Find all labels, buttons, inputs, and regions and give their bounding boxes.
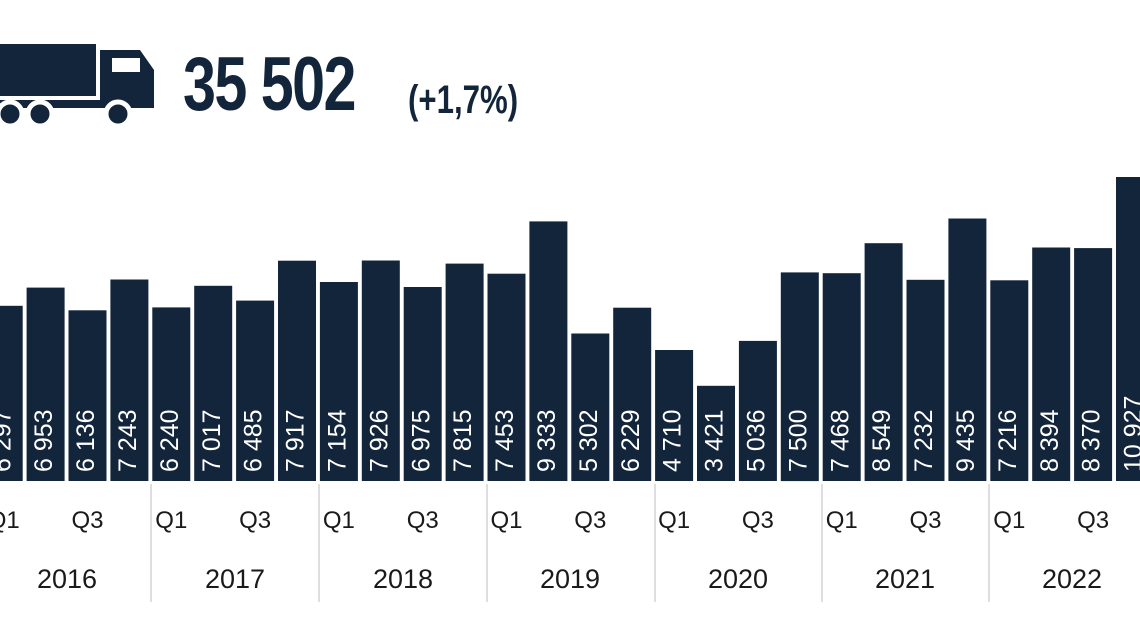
- bar-value-label: 5 302: [575, 409, 603, 472]
- bar: [110, 279, 149, 481]
- quarter-tick-label: Q1: [658, 507, 690, 534]
- bar-value-label: 4 710: [659, 409, 687, 472]
- bar-value-label: 6 485: [240, 409, 268, 472]
- year-label: 2018: [373, 564, 433, 594]
- bar-value-label: 6 953: [30, 409, 58, 472]
- bar: [906, 279, 945, 481]
- bar: [529, 221, 568, 481]
- bar: [738, 340, 777, 481]
- year-label: 2022: [1042, 564, 1102, 594]
- quarter-tick-label: Q3: [909, 507, 941, 534]
- bar: [0, 305, 23, 481]
- bar-value-label: 6 229: [617, 409, 645, 472]
- year-label: 2019: [540, 564, 600, 594]
- quarter-tick-label: Q3: [574, 507, 606, 534]
- bar-value-label: 7 243: [114, 409, 142, 472]
- quarter-tick-label: Q1: [0, 507, 20, 534]
- quarter-tick-label: Q1: [155, 507, 187, 534]
- headline-total: 35 502: [183, 42, 357, 127]
- bar: [780, 272, 819, 482]
- bar: [948, 218, 987, 481]
- year-label: 2017: [205, 564, 265, 594]
- bar-value-label: 7 017: [198, 409, 226, 472]
- bar-value-label: 8 370: [1078, 409, 1106, 472]
- quarter-tick-label: Q3: [239, 507, 271, 534]
- bar-value-label: 7 453: [491, 409, 519, 472]
- bar-value-label: 6 240: [156, 409, 184, 472]
- bar: [990, 280, 1029, 481]
- bar: [822, 273, 861, 481]
- bar-value-label: 7 468: [826, 409, 854, 472]
- bar: [487, 273, 526, 481]
- quarter-tick-label: Q3: [742, 507, 774, 534]
- bar-value-label: 8 394: [1036, 409, 1064, 472]
- truck-icon: [0, 44, 154, 129]
- bar: [236, 300, 275, 481]
- bar: [68, 310, 107, 481]
- headline-change: (+1,7%): [408, 78, 519, 122]
- bar: [864, 243, 903, 481]
- bar: [194, 285, 233, 481]
- bar: [1074, 248, 1113, 481]
- bar: [1116, 177, 1140, 481]
- bar-value-label: 7 917: [282, 409, 310, 472]
- bar-value-label: 7 815: [449, 409, 477, 472]
- bar: [278, 260, 316, 481]
- bar: [697, 385, 735, 481]
- bar-value-label: 9 435: [952, 409, 980, 472]
- quarter-tick-label: Q3: [1077, 507, 1109, 534]
- quarter-tick-label: Q1: [993, 507, 1025, 534]
- bar: [1032, 247, 1071, 481]
- bar: [26, 287, 65, 481]
- quarter-tick-label: Q3: [407, 507, 439, 534]
- bar-value-label: 3 421: [701, 409, 729, 472]
- bar-value-label: 7 926: [365, 409, 393, 472]
- bar-value-label: 6 136: [72, 409, 100, 472]
- bar: [571, 333, 610, 481]
- year-label: 2020: [708, 564, 768, 594]
- bar-value-label: 5 036: [743, 409, 771, 472]
- bar: [152, 307, 191, 481]
- bar: [613, 307, 652, 481]
- year-label: 2016: [37, 564, 97, 594]
- bar-value-label: 7 216: [994, 409, 1022, 472]
- headline: 35 502: [183, 40, 403, 130]
- bar: [319, 282, 358, 481]
- bar-value-label: 7 232: [910, 409, 938, 472]
- year-label: 2021: [875, 564, 935, 594]
- bar-value-label: 6 297: [0, 409, 16, 472]
- quarter-tick-label: Q1: [490, 507, 522, 534]
- bar-value-label: 7 500: [784, 409, 812, 472]
- bar: [655, 350, 694, 481]
- chart-header: 35 502 (+1,7%): [0, 0, 1140, 160]
- bar: [445, 263, 484, 481]
- bar: [361, 260, 400, 481]
- bar-value-label: 9 333: [533, 409, 561, 472]
- quarter-tick-label: Q1: [826, 507, 858, 534]
- bar-value-label: 8 549: [868, 409, 896, 472]
- bar-value-label: 7 154: [324, 409, 352, 472]
- bar-value-label: 10 927: [1120, 396, 1140, 472]
- quarter-tick-label: Q1: [323, 507, 355, 534]
- quarter-tick-label: Q3: [71, 507, 103, 534]
- bar-value-label: 6 975: [407, 409, 435, 472]
- bar: [403, 287, 442, 481]
